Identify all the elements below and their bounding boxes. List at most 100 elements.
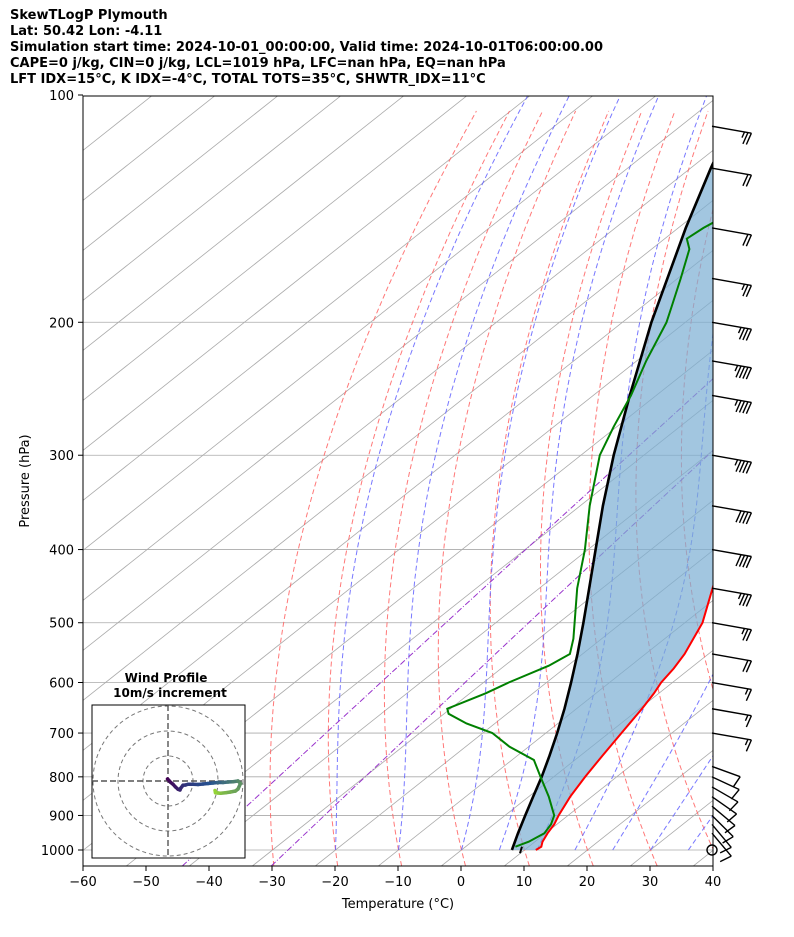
isotherm-line [83, 96, 594, 501]
moist-adiabat [574, 329, 713, 851]
wind-barb-flag [719, 846, 732, 854]
isotherm-line [252, 499, 713, 866]
wind-barb-flag [745, 556, 753, 569]
wind-barb-flag [738, 555, 746, 567]
isotherm-line [756, 78, 794, 866]
wind-barb-half-flag [744, 739, 749, 746]
wind-barb-flag [738, 327, 746, 340]
parcel-base-tick [519, 846, 523, 854]
wind-barb-flag [745, 594, 753, 607]
wind-barb-flag [722, 836, 734, 844]
wind-barb-staff [711, 805, 736, 827]
x-tick-label: −20 [321, 875, 348, 890]
y-tick-label: 800 [49, 771, 74, 786]
isotherm-line [315, 549, 713, 866]
hodograph-subtitle: 10m/s increment [113, 686, 227, 700]
cin-shading [511, 163, 713, 850]
dry-adiabat [489, 110, 610, 866]
isotherm-line [83, 96, 531, 451]
wind-barb-flag [735, 554, 742, 567]
dry-adiabat [437, 110, 577, 866]
isotherm-line [83, 96, 405, 351]
x-axis-label: Temperature (°C) [341, 897, 454, 912]
wind-barb-flag [745, 234, 753, 247]
dry-adiabat [383, 110, 544, 866]
dry-adiabat [269, 110, 477, 866]
mixing-ratio-line [270, 449, 713, 866]
wind-barb-flag [735, 460, 742, 472]
time-line: Simulation start time: 2024-10-01_00:00:… [10, 40, 603, 55]
dry-adiabat [327, 110, 510, 866]
wind-barb-staff [711, 776, 740, 791]
wind-barb-staff [711, 321, 752, 330]
wind-barb-flag [742, 132, 749, 145]
moist-adiabat [650, 754, 713, 851]
wind-barb-flag [745, 660, 753, 673]
wind-barb-half-flag [734, 365, 739, 372]
isotherm-line [83, 99, 713, 601]
parcel-profile-line [510, 160, 713, 851]
x-tick-label: −30 [258, 875, 285, 890]
dry-adiabats [269, 110, 794, 866]
x-tick-label: 0 [457, 875, 465, 890]
wind-barb-flag [745, 174, 753, 187]
wind-barb-flag [742, 511, 749, 524]
cape-cin-shading [511, 163, 713, 850]
wind-barb-flag [745, 715, 753, 728]
y-tick-label: 600 [49, 677, 74, 692]
isotherm-line [83, 149, 713, 651]
wind-barb-staff [711, 765, 741, 778]
wind-barb-half-flag [734, 459, 739, 466]
wind-barb-flag [735, 365, 742, 378]
wind-barb-staff [711, 708, 752, 717]
y-tick-label: 1000 [41, 844, 74, 859]
wind-barb-staff [711, 394, 752, 404]
x-tick-label: −60 [69, 875, 96, 890]
wind-profile-hodograph: Wind Profile 10m/s increment [91, 671, 246, 859]
wind-barb-flag [732, 776, 741, 788]
wind-barb-flag [745, 367, 753, 380]
dry-adiabat [768, 111, 794, 866]
hodograph-title: Wind Profile [125, 671, 208, 685]
wind-barb-staff [711, 732, 752, 741]
isotherm-line [83, 96, 279, 251]
wind-barb-staff [711, 125, 752, 134]
wind-barb-flag [726, 813, 738, 823]
wind-barb-flag [742, 461, 749, 474]
wind-barb-staff [711, 360, 752, 369]
wind-barb-flag [745, 629, 753, 642]
isotherm-line [504, 699, 713, 866]
wind-barb-half-flag [744, 714, 749, 722]
wind-barb-flag [738, 593, 746, 606]
wind-barb-flag [724, 824, 736, 834]
chart-title: SkewTLogP Plymouth [10, 8, 168, 23]
location-line: Lat: 50.42 Lon: -4.11 [10, 24, 163, 39]
y-tick-label: 300 [49, 449, 74, 464]
wind-barb-flag [745, 132, 753, 145]
wind-barb-flag [742, 594, 749, 607]
y-tick-label: 700 [49, 727, 74, 742]
wind-barb-flag [742, 284, 749, 297]
wind-barb-staff [711, 814, 734, 838]
y-tick-label: 500 [49, 617, 74, 632]
isotherm-line [83, 96, 657, 551]
wind-barb-flag [730, 789, 740, 800]
wind-barb-staff [711, 227, 752, 236]
x-tick-label: 40 [705, 875, 722, 890]
dry-adiabat [540, 110, 643, 866]
wind-barb-staff [711, 786, 739, 803]
dry-adiabat [725, 111, 794, 866]
wind-barb-flag [738, 460, 746, 473]
wind-barb-staff [711, 587, 752, 596]
wind-barb-staff [711, 548, 752, 558]
wind-barb-flag [728, 801, 739, 812]
calm-wind-circle [706, 844, 718, 856]
wind-barb-flag [742, 660, 749, 672]
x-tick-label: −50 [132, 875, 159, 890]
wind-barb-half-flag [741, 628, 746, 635]
dewpoint-line [446, 221, 713, 848]
y-axis-label: Pressure (hPa) [18, 434, 33, 527]
isotherm-line [378, 599, 713, 866]
y-tick-label: 200 [49, 316, 74, 331]
